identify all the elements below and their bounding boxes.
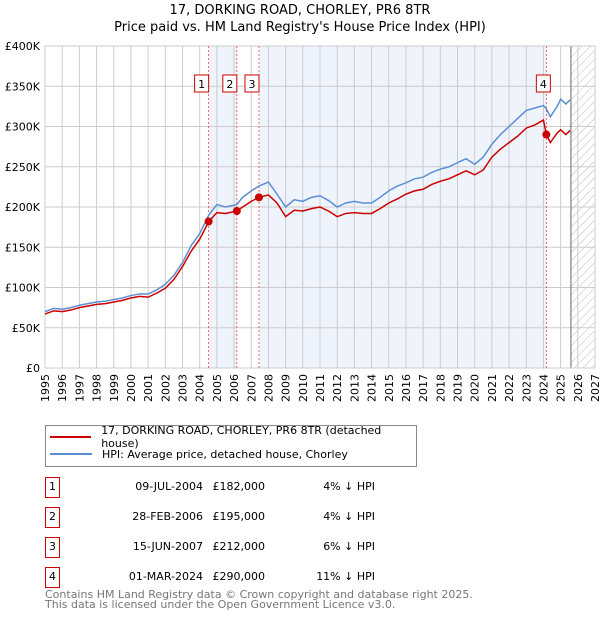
series-line (44, 97, 571, 313)
sale-label-box (535, 74, 551, 93)
sale-row: 2 28-FEB-2006 £195,000 4% ↓ HPI (45, 507, 375, 529)
x-tick-label: 2000 (125, 374, 138, 402)
sale-date: 09-JUL-2004 (135, 480, 203, 493)
sale-number: 4 (45, 567, 60, 588)
x-tick-label: 2007 (245, 374, 258, 402)
legend-swatch-blue (50, 453, 92, 455)
sale-price: £195,000 (212, 510, 266, 523)
y-tick-label: £400K (5, 40, 41, 53)
sale-label: 3 (248, 78, 255, 91)
y-tick-label: £200K (5, 201, 41, 214)
sale-number: 3 (45, 537, 60, 558)
sale-price: £212,000 (212, 540, 266, 553)
footer: Contains HM Land Registry data © Crown c… (45, 588, 473, 611)
sale-hpi-diff: 6% ↓ HPI (323, 540, 375, 553)
plot-border (44, 45, 596, 369)
x-tick-label: 2011 (314, 374, 327, 402)
sale-label-box (244, 74, 260, 93)
x-tick-label: 1995 (39, 374, 52, 402)
footer-line: This data is licensed under the Open Gov… (45, 598, 396, 611)
sale-number: 2 (45, 507, 60, 528)
x-tick-label: 2006 (228, 374, 241, 402)
x-tick-label: 2001 (142, 374, 155, 402)
y-tick-label: £0 (26, 362, 40, 375)
x-tick-label: 2021 (486, 374, 499, 402)
sale-row: 4 01-MAR-2024 £290,000 11% ↓ HPI (45, 567, 375, 589)
x-tick-label: 2027 (589, 374, 600, 402)
legend-item-property: 17, DORKING ROAD, CHORLEY, PR6 8TR (deta… (50, 424, 416, 450)
x-tick-label: 1996 (56, 374, 69, 402)
x-tick-label: 2018 (434, 374, 447, 402)
sale-hpi-diff: 4% ↓ HPI (323, 510, 375, 523)
x-tick-label: 2012 (331, 374, 344, 402)
y-tick-label: £100K (5, 282, 41, 295)
sale-row: 1 09-JUL-2004 £182,000 4% ↓ HPI (45, 477, 375, 499)
x-tick-label: 1998 (91, 374, 104, 402)
sale-point (204, 217, 213, 226)
x-tick-label: 2013 (348, 374, 361, 402)
x-tick-label: 2015 (383, 374, 396, 402)
sale-label-box (222, 74, 238, 93)
sale-number: 1 (45, 477, 60, 498)
sale-label-box (194, 74, 210, 93)
sale-label: 2 (226, 78, 233, 91)
x-tick-label: 2010 (297, 374, 310, 402)
chart-plot: £0 £50K £100K £150K £200K £250K £300K £350K £400… (5, 40, 600, 402)
legend-label: HPI: Average price, detached house, Chor… (102, 447, 348, 461)
sale-price: £290,000 (212, 570, 266, 583)
x-tick-label: 2009 (280, 374, 293, 402)
x-tick-label: 2019 (452, 374, 465, 402)
x-tick-label: 2026 (572, 374, 585, 402)
x-tick-label: 1997 (73, 374, 86, 402)
x-tick-label: 2022 (503, 374, 516, 402)
x-tick-label: 2014 (366, 374, 379, 402)
x-tick-label: 2003 (177, 374, 190, 402)
y-tick-label: £300K (5, 121, 41, 134)
x-tick-label: 2020 (469, 374, 482, 402)
chart-subtitle: Price paid vs. HM Land Registry's House … (114, 20, 486, 35)
x-tick-label: 2025 (555, 374, 568, 402)
legend-swatch-red (50, 436, 92, 438)
sale-point (232, 207, 241, 216)
x-tick-label: 2016 (400, 374, 413, 402)
x-tick-label: 2002 (159, 374, 172, 402)
x-tick-label: 2024 (537, 374, 550, 402)
y-tick-label: £50K (12, 322, 41, 335)
y-tick-label: £250K (5, 161, 41, 174)
sale-point (254, 193, 263, 202)
legend-label: 17, DORKING ROAD, CHORLEY, PR6 8TR (deta… (101, 424, 382, 450)
sale-hpi-diff: 4% ↓ HPI (323, 480, 375, 493)
sale-label: 4 (540, 78, 547, 91)
sale-row: 3 15-JUN-2007 £212,000 6% ↓ HPI (45, 537, 375, 559)
sale-date: 28-FEB-2006 (132, 510, 203, 523)
chart-title: 17, DORKING ROAD, CHORLEY, PR6 8TR (169, 3, 431, 18)
sale-date: 01-MAR-2024 (128, 570, 203, 583)
x-tick-label: 2008 (262, 374, 275, 402)
x-tick-label: 2023 (520, 374, 533, 402)
sale-point (542, 130, 551, 139)
sale-hpi-diff: 11% ↓ HPI (316, 570, 375, 583)
legend-item-hpi: HPI: Average price, detached house, Chor… (50, 446, 348, 462)
legend: 17, DORKING ROAD, CHORLEY, PR6 8TR (deta… (45, 424, 417, 467)
footer-line: Contains HM Land Registry data © Crown c… (45, 588, 473, 601)
x-tick-label: 2004 (194, 374, 207, 402)
series-line (44, 118, 571, 315)
x-tick-label: 1999 (108, 374, 121, 402)
sale-price: £182,000 (212, 480, 266, 493)
x-tick-label: 2005 (211, 374, 224, 402)
x-tick-label: 2017 (417, 374, 430, 402)
y-tick-label: £350K (5, 80, 41, 93)
sale-label: 1 (198, 78, 205, 91)
y-tick-label: £150K (5, 241, 41, 254)
sale-date: 15-JUN-2007 (132, 540, 203, 553)
